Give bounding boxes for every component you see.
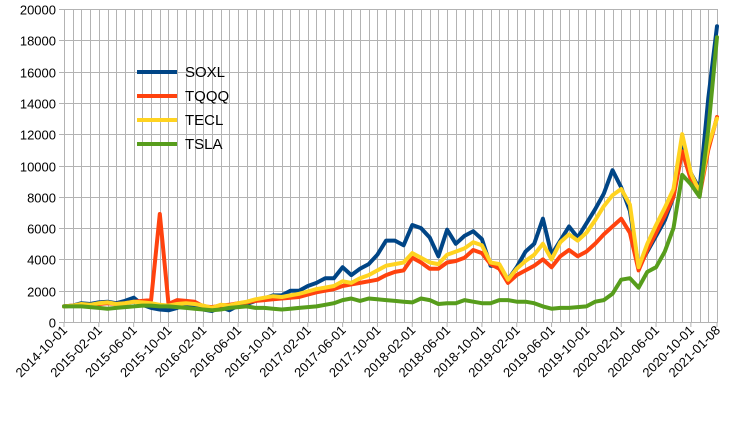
- legend: SOXL TQQQ TECL TSLA: [137, 64, 229, 153]
- y-tick-label: 16000: [20, 66, 56, 81]
- y-tick-label: 10000: [20, 160, 56, 175]
- y-tick-label: 8000: [27, 191, 56, 206]
- series-line-soxl: [62, 24, 719, 313]
- legend-label-tecl: TECL: [185, 112, 223, 129]
- y-tick-label: 0: [49, 316, 56, 331]
- legend-label-tsla: TSLA: [185, 136, 223, 153]
- plot-frame: [64, 9, 718, 323]
- y-tick-label: 20000: [20, 3, 56, 18]
- series-lines: [62, 24, 719, 313]
- y-tick-label: 2000: [27, 285, 56, 300]
- axes: [59, 9, 718, 327]
- y-tick-label: 12000: [20, 128, 56, 143]
- x-axis-tick-labels: 2014-10-012015-02-012015-06-012015-10-01…: [12, 323, 723, 381]
- y-tick-label: 4000: [27, 253, 56, 268]
- legend-label-tqqq: TQQQ: [185, 88, 229, 105]
- y-tick-label: 18000: [20, 34, 56, 49]
- series-line-tsla: [62, 35, 719, 313]
- legend-label-soxl: SOXL: [185, 64, 225, 81]
- series-line-tqqq: [62, 115, 719, 310]
- y-axis-tick-labels: 0 2000 4000 6000 8000 10000 12000 14000 16000 180…: [20, 3, 56, 331]
- y-tick-label: 14000: [20, 97, 56, 112]
- y-tick-label: 6000: [27, 222, 56, 237]
